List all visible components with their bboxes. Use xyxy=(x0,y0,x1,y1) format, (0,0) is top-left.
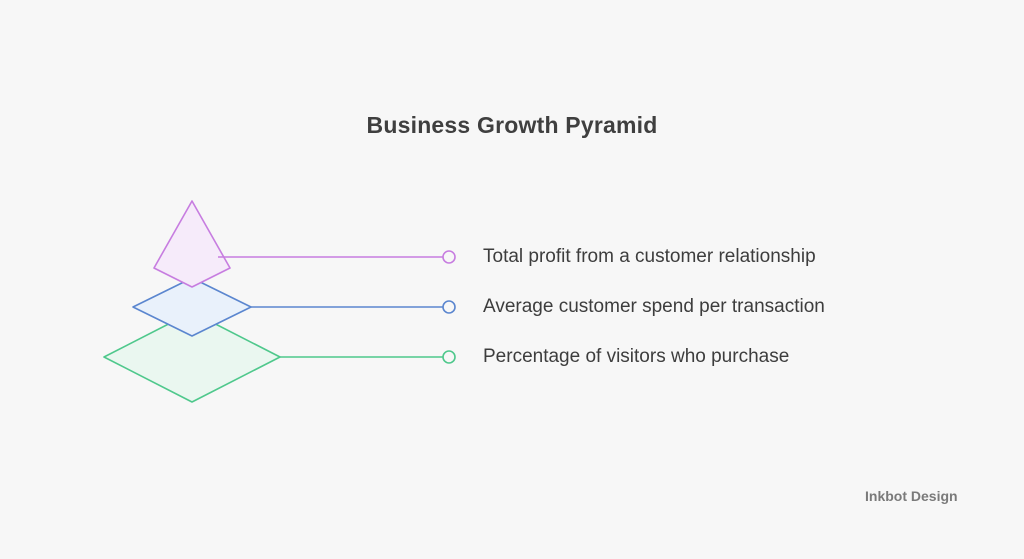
level-label-bottom: Percentage of visitors who purchase xyxy=(483,346,790,367)
connector-dot-bottom xyxy=(442,350,456,364)
level-label-top: Total profit from a customer relationshi… xyxy=(483,246,816,267)
pyramid-level-bottom xyxy=(103,311,281,403)
diagram-title: Business Growth Pyramid xyxy=(366,112,658,138)
brand-watermark: Inkbot Design xyxy=(865,488,958,504)
pyramid-level-middle xyxy=(132,277,252,337)
connector-dot-top xyxy=(442,250,456,264)
pyramid-level-top xyxy=(153,200,231,288)
level-label-middle: Average customer spend per transaction xyxy=(483,296,825,317)
connector-dot-middle xyxy=(442,300,456,314)
